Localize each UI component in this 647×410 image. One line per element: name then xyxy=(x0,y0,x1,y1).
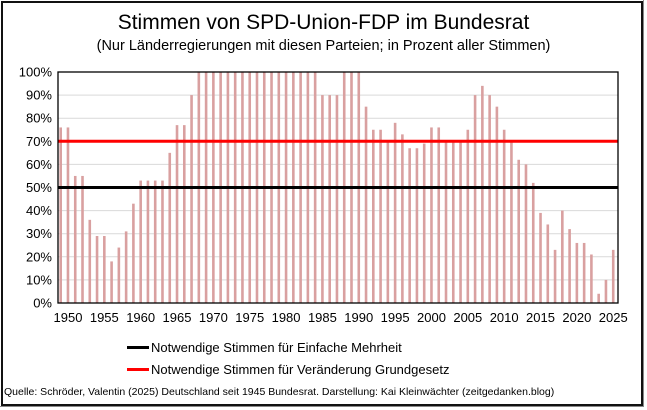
bar-2022 xyxy=(590,254,593,303)
bar-1955 xyxy=(103,236,106,303)
x-axis-ticks: 1950 1955 1960 1965 1970 1975 1980 1985 1990 1995… xyxy=(54,310,628,325)
x-tick-label: 2000 xyxy=(417,310,446,325)
legend-label: Notwendige Stimmen für Veränderung Grund… xyxy=(151,362,450,377)
bar-2017 xyxy=(553,249,557,303)
x-tick-label: 2025 xyxy=(599,310,628,325)
x-tick-label: 2015 xyxy=(526,310,555,325)
y-tick-label: 0% xyxy=(33,296,52,311)
x-tick-label: 2010 xyxy=(490,310,519,325)
bar-2012 xyxy=(517,159,521,303)
legend-item-einfache-mehrheit: Notwendige Stimmen für Einfache Mehrheit xyxy=(127,340,402,355)
y-tick-label: 20% xyxy=(26,249,52,264)
bar-1995 xyxy=(393,122,397,303)
bar-1961 xyxy=(146,180,150,303)
y-tick-label: 40% xyxy=(26,203,52,218)
bar-2014 xyxy=(531,182,535,303)
bar-2010 xyxy=(502,129,506,303)
bar-1992 xyxy=(372,129,375,303)
bar-1949 xyxy=(59,127,62,303)
bar-1993 xyxy=(379,129,382,303)
x-tick-label: 1955 xyxy=(90,310,119,325)
x-tick-label: 1980 xyxy=(272,310,301,325)
bar-2016 xyxy=(546,224,550,303)
x-tick-label: 2020 xyxy=(562,310,591,325)
bar-1963 xyxy=(161,180,164,303)
reference-lines xyxy=(58,139,618,189)
bar-1960 xyxy=(139,180,142,303)
bar-2007 xyxy=(481,85,484,303)
y-tick-label: 90% xyxy=(26,88,52,103)
bar-1956 xyxy=(110,261,113,303)
bar-1958 xyxy=(124,231,128,303)
x-tick-label: 1965 xyxy=(163,310,192,325)
x-tick-label: 1970 xyxy=(199,310,228,325)
x-tick-label: 1990 xyxy=(344,310,373,325)
bar-1954 xyxy=(95,236,99,303)
y-tick-label: 30% xyxy=(26,226,52,241)
bar-2023 xyxy=(597,293,600,303)
bar-1957 xyxy=(117,247,121,303)
bar-1964 xyxy=(168,152,172,303)
bar-1998 xyxy=(415,148,419,303)
plot-area-border xyxy=(57,71,619,304)
y-tick-label: 70% xyxy=(26,134,52,149)
bar-2015 xyxy=(539,212,542,303)
bar-2013 xyxy=(524,164,528,303)
legend-swatch-red xyxy=(127,368,149,371)
bar-1951 xyxy=(73,175,77,303)
bar-1997 xyxy=(408,148,411,303)
x-tick-label: 1975 xyxy=(235,310,264,325)
legend-item-grundgesetz: Notwendige Stimmen für Veränderung Grund… xyxy=(127,362,449,377)
chart-subtitle: (Nur Länderregierungen mit diesen Partei… xyxy=(96,38,551,54)
bar-2001 xyxy=(437,127,441,303)
bar-2020 xyxy=(575,242,579,303)
bar-2024 xyxy=(604,279,608,303)
legend-swatch-black xyxy=(127,346,149,349)
bar-2025 xyxy=(611,249,615,303)
bar-1959 xyxy=(132,203,135,303)
bar-1991 xyxy=(364,106,368,304)
bar-1994 xyxy=(386,141,390,303)
y-tick-label: 50% xyxy=(26,180,52,195)
bar-1965 xyxy=(175,125,179,303)
bar-1952 xyxy=(81,175,84,303)
x-tick-label: 1950 xyxy=(54,310,83,325)
bar-1953 xyxy=(88,219,92,303)
bar-2002 xyxy=(444,141,448,303)
x-tick-label: 1960 xyxy=(126,310,155,325)
bar-1950 xyxy=(66,127,70,303)
bar-1966 xyxy=(182,125,186,303)
bar-2018 xyxy=(561,210,564,303)
bar-2003 xyxy=(451,141,455,303)
bar-1967 xyxy=(190,95,193,303)
x-tick-label: 2005 xyxy=(453,310,482,325)
y-tick-label: 60% xyxy=(26,157,52,172)
source-note: Quelle: Schröder, Valentin (2025) Deutsc… xyxy=(4,386,555,398)
x-tick-label: 1985 xyxy=(308,310,337,325)
y-axis-ticks: 0% 10% 20% 30% 40% 50% 60% 70% 80% 90% 100% xyxy=(19,65,53,311)
bar-1985 xyxy=(321,95,324,303)
bar-2009 xyxy=(495,106,499,304)
bar-2019 xyxy=(568,229,571,303)
bar-2005 xyxy=(466,129,470,303)
bar-2000 xyxy=(430,127,433,303)
chart-title: Stimmen von SPD-Union-FDP im Bundesrat xyxy=(117,11,530,34)
bar-1999 xyxy=(422,143,426,303)
bar-1962 xyxy=(153,180,157,303)
bar-1996 xyxy=(401,134,404,303)
bar-2021 xyxy=(582,242,586,303)
y-tick-label: 10% xyxy=(26,272,52,287)
bar-2004 xyxy=(459,141,462,303)
bar-1986 xyxy=(328,95,331,303)
bar-2008 xyxy=(488,95,491,303)
y-tick-label: 80% xyxy=(26,111,52,126)
bar-2006 xyxy=(473,95,477,303)
x-tick-label: 1995 xyxy=(381,310,410,325)
legend-label: Notwendige Stimmen für Einfache Mehrheit xyxy=(151,340,402,355)
y-tick-label: 100% xyxy=(19,65,53,80)
bar-2011 xyxy=(510,141,513,303)
bar-1987 xyxy=(335,95,339,303)
